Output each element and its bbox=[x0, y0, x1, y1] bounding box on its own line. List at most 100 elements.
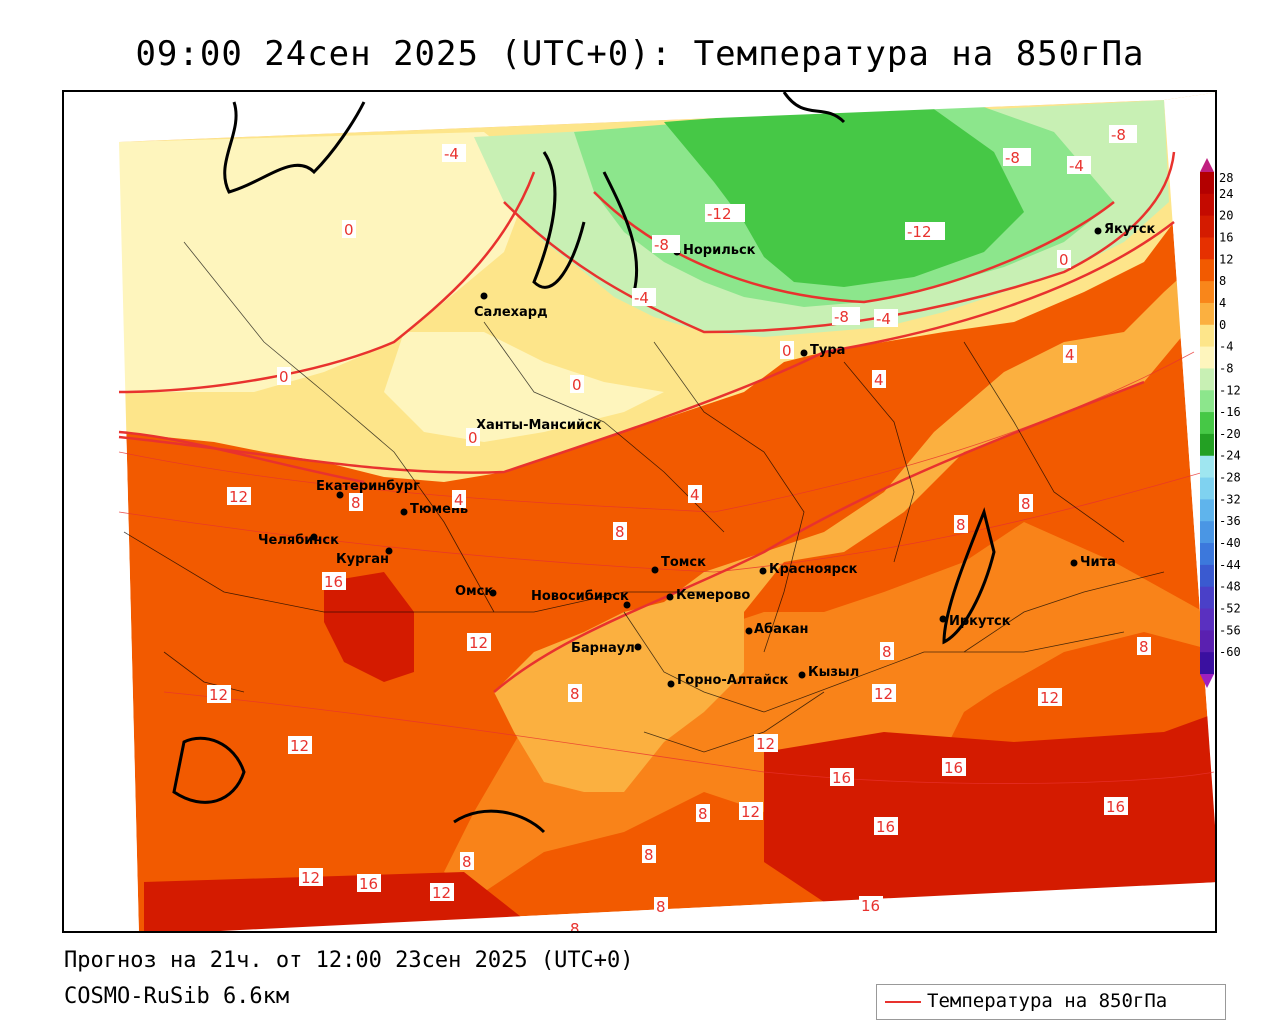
isotherm-labels: -4 0 -8 -12 -12 -8 -4 0 -8 -4 -4 0 4 -8 … bbox=[207, 125, 1151, 933]
region-borders bbox=[123, 241, 1165, 753]
isotherm-label: -12 bbox=[907, 223, 932, 241]
isotherm-label: 16 bbox=[359, 875, 378, 893]
fine-isotherms bbox=[118, 351, 1215, 784]
isotherm-label: 12 bbox=[741, 803, 760, 821]
city-yakutsk: Якутск bbox=[1094, 222, 1156, 237]
city-kyzyl: Кызыл bbox=[798, 665, 859, 680]
city-irkutsk: Иркутск bbox=[939, 614, 1011, 629]
svg-text:Курган: Курган bbox=[336, 552, 389, 567]
colorbar-tick-label: -4 bbox=[1219, 340, 1233, 354]
map-panel[interactable]: Якутск Норильск Салехард Тура Ханты-Манс… bbox=[62, 90, 1217, 933]
model-name: COSMO-RuSib 6.6км bbox=[64, 984, 290, 1009]
colorbar-cell bbox=[1200, 302, 1214, 326]
svg-text:Якутск: Якутск bbox=[1104, 222, 1156, 237]
colorbar-cell bbox=[1200, 412, 1214, 435]
isotherm-label: 8 bbox=[615, 523, 625, 541]
isotherm-label: 12 bbox=[874, 685, 893, 703]
colorbar-labels: 28 24 20 16 12 8 4 0 -4 -8 -12 -16 -20 -24 -28 -32 -36 -4… bbox=[1219, 171, 1241, 659]
city-gorno-altaysk: Горно-Алтайск bbox=[667, 673, 789, 688]
colorbar-cell bbox=[1200, 346, 1214, 369]
map-legend: Температура на 850гПа bbox=[876, 984, 1226, 1020]
isotherm-label: 0 bbox=[468, 429, 478, 447]
isotherm-label: 16 bbox=[861, 897, 880, 915]
colorbar-cell bbox=[1200, 281, 1214, 304]
isotherm-label: -8 bbox=[1005, 149, 1020, 167]
colorbar-tick-label: -56 bbox=[1219, 623, 1241, 637]
isotherm-label: 8 bbox=[462, 853, 472, 871]
svg-text:Салехард: Салехард bbox=[474, 305, 548, 320]
colorbar-cell bbox=[1200, 499, 1214, 522]
colorbar-top-arrow bbox=[1200, 158, 1214, 172]
colorbar-tick-label: -48 bbox=[1219, 580, 1241, 594]
field-16-west bbox=[324, 572, 414, 682]
isotherm-label: 16 bbox=[832, 769, 851, 787]
city-tura: Тура bbox=[800, 343, 845, 358]
colorbar-tick-label: -16 bbox=[1219, 405, 1241, 419]
svg-text:Томск: Томск bbox=[661, 555, 706, 570]
isotherm-label: 12 bbox=[209, 686, 228, 704]
temperature-map: Якутск Норильск Салехард Тура Ханты-Манс… bbox=[64, 92, 1215, 933]
isotherm-label: 4 bbox=[1065, 346, 1075, 364]
svg-text:Челябинск: Челябинск bbox=[258, 533, 339, 548]
isotherm-label: 16 bbox=[1106, 798, 1125, 816]
colorbar-tick-label: 16 bbox=[1219, 230, 1233, 244]
isotherm-label: 12 bbox=[432, 884, 451, 902]
svg-text:Тура: Тура bbox=[810, 343, 845, 358]
isotherm-label: 8 bbox=[1139, 638, 1149, 656]
svg-text:Абакан: Абакан bbox=[754, 622, 809, 637]
svg-text:Ханты-Мансийск: Ханты-Мансийск bbox=[476, 418, 602, 433]
isotherm-label: 16 bbox=[876, 818, 895, 836]
isotherm-label: 12 bbox=[290, 737, 309, 755]
city-novosibirsk: Новосибирск bbox=[531, 589, 631, 609]
colorbar-tick-label: -32 bbox=[1219, 492, 1241, 506]
isotherm-label: 4 bbox=[690, 486, 700, 504]
svg-text:Иркутск: Иркутск bbox=[949, 614, 1011, 629]
city-salekhard: Салехард bbox=[474, 292, 548, 320]
map-title: 09:00 24сен 2025 (UTC+0): Температура на… bbox=[135, 34, 1145, 74]
isotherm-label: 8 bbox=[351, 494, 361, 512]
colorbar-tick-label: 24 bbox=[1219, 187, 1233, 201]
isotherm-label: -4 bbox=[444, 145, 459, 163]
svg-text:Барнаул: Барнаул bbox=[571, 641, 635, 656]
colorbar-tick-label: 8 bbox=[1219, 274, 1226, 288]
city-krasnoyarsk: Красноярск bbox=[759, 562, 858, 577]
colorbar-cell bbox=[1200, 564, 1214, 588]
field-neg12 bbox=[664, 102, 1024, 287]
isotherm-label: 8 bbox=[570, 920, 580, 933]
colorbar-tick-label: 12 bbox=[1219, 252, 1233, 266]
isotherm-label: 8 bbox=[1021, 495, 1031, 513]
isotherm-label: 16 bbox=[944, 759, 963, 777]
field-neg0b bbox=[384, 332, 664, 442]
colorbar-cell bbox=[1200, 608, 1214, 631]
city-norilsk: Норильск bbox=[673, 243, 756, 258]
isotherm-label: 4 bbox=[454, 491, 464, 509]
city-chita: Чита bbox=[1070, 555, 1116, 570]
svg-text:Кемерово: Кемерово bbox=[676, 588, 750, 603]
isotherm-label: 0 bbox=[572, 376, 582, 394]
field-16-south bbox=[764, 713, 1215, 907]
isotherm-label: 12 bbox=[229, 488, 248, 506]
svg-text:Чита: Чита bbox=[1080, 555, 1116, 570]
svg-text:Горно-Алтайск: Горно-Алтайск bbox=[677, 673, 789, 688]
city-kemerovo: Кемерово bbox=[666, 588, 750, 603]
svg-text:Екатеринбург: Екатеринбург bbox=[316, 479, 420, 494]
colorbar-cell bbox=[1200, 368, 1214, 391]
field-8 bbox=[119, 92, 1215, 892]
svg-text:Кызыл: Кызыл bbox=[808, 665, 859, 680]
colorbar-tick-label: -28 bbox=[1219, 471, 1241, 485]
colorbar-tick-label: 4 bbox=[1219, 296, 1226, 310]
isotherm-label: -4 bbox=[1069, 157, 1084, 175]
city-kurgan: Курган bbox=[336, 547, 393, 567]
city-tomsk: Томск bbox=[651, 555, 706, 574]
coastlines bbox=[172, 92, 996, 834]
colorbar-cell bbox=[1200, 433, 1214, 457]
isotherm-label: -4 bbox=[634, 289, 649, 307]
isotherm-label: 8 bbox=[644, 846, 654, 864]
colorbar-tick-label: 0 bbox=[1219, 318, 1226, 332]
isotherms bbox=[118, 151, 1176, 693]
isotherm-label: 8 bbox=[956, 516, 966, 534]
colorbar-cell bbox=[1200, 586, 1214, 610]
colorbar-cells bbox=[1200, 172, 1214, 675]
colorbar-cell bbox=[1200, 324, 1214, 348]
colorbar-tick-label: -60 bbox=[1219, 645, 1241, 659]
